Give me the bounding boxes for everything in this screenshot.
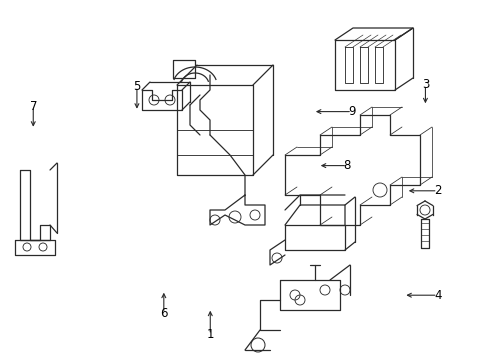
Text: 9: 9 xyxy=(347,105,355,118)
Text: 8: 8 xyxy=(343,159,350,172)
Text: 2: 2 xyxy=(433,184,441,197)
Text: 5: 5 xyxy=(133,80,141,93)
Text: 6: 6 xyxy=(160,307,167,320)
Text: 4: 4 xyxy=(433,289,441,302)
Text: 3: 3 xyxy=(421,78,428,91)
Text: 1: 1 xyxy=(206,328,214,341)
Text: 7: 7 xyxy=(29,100,37,113)
